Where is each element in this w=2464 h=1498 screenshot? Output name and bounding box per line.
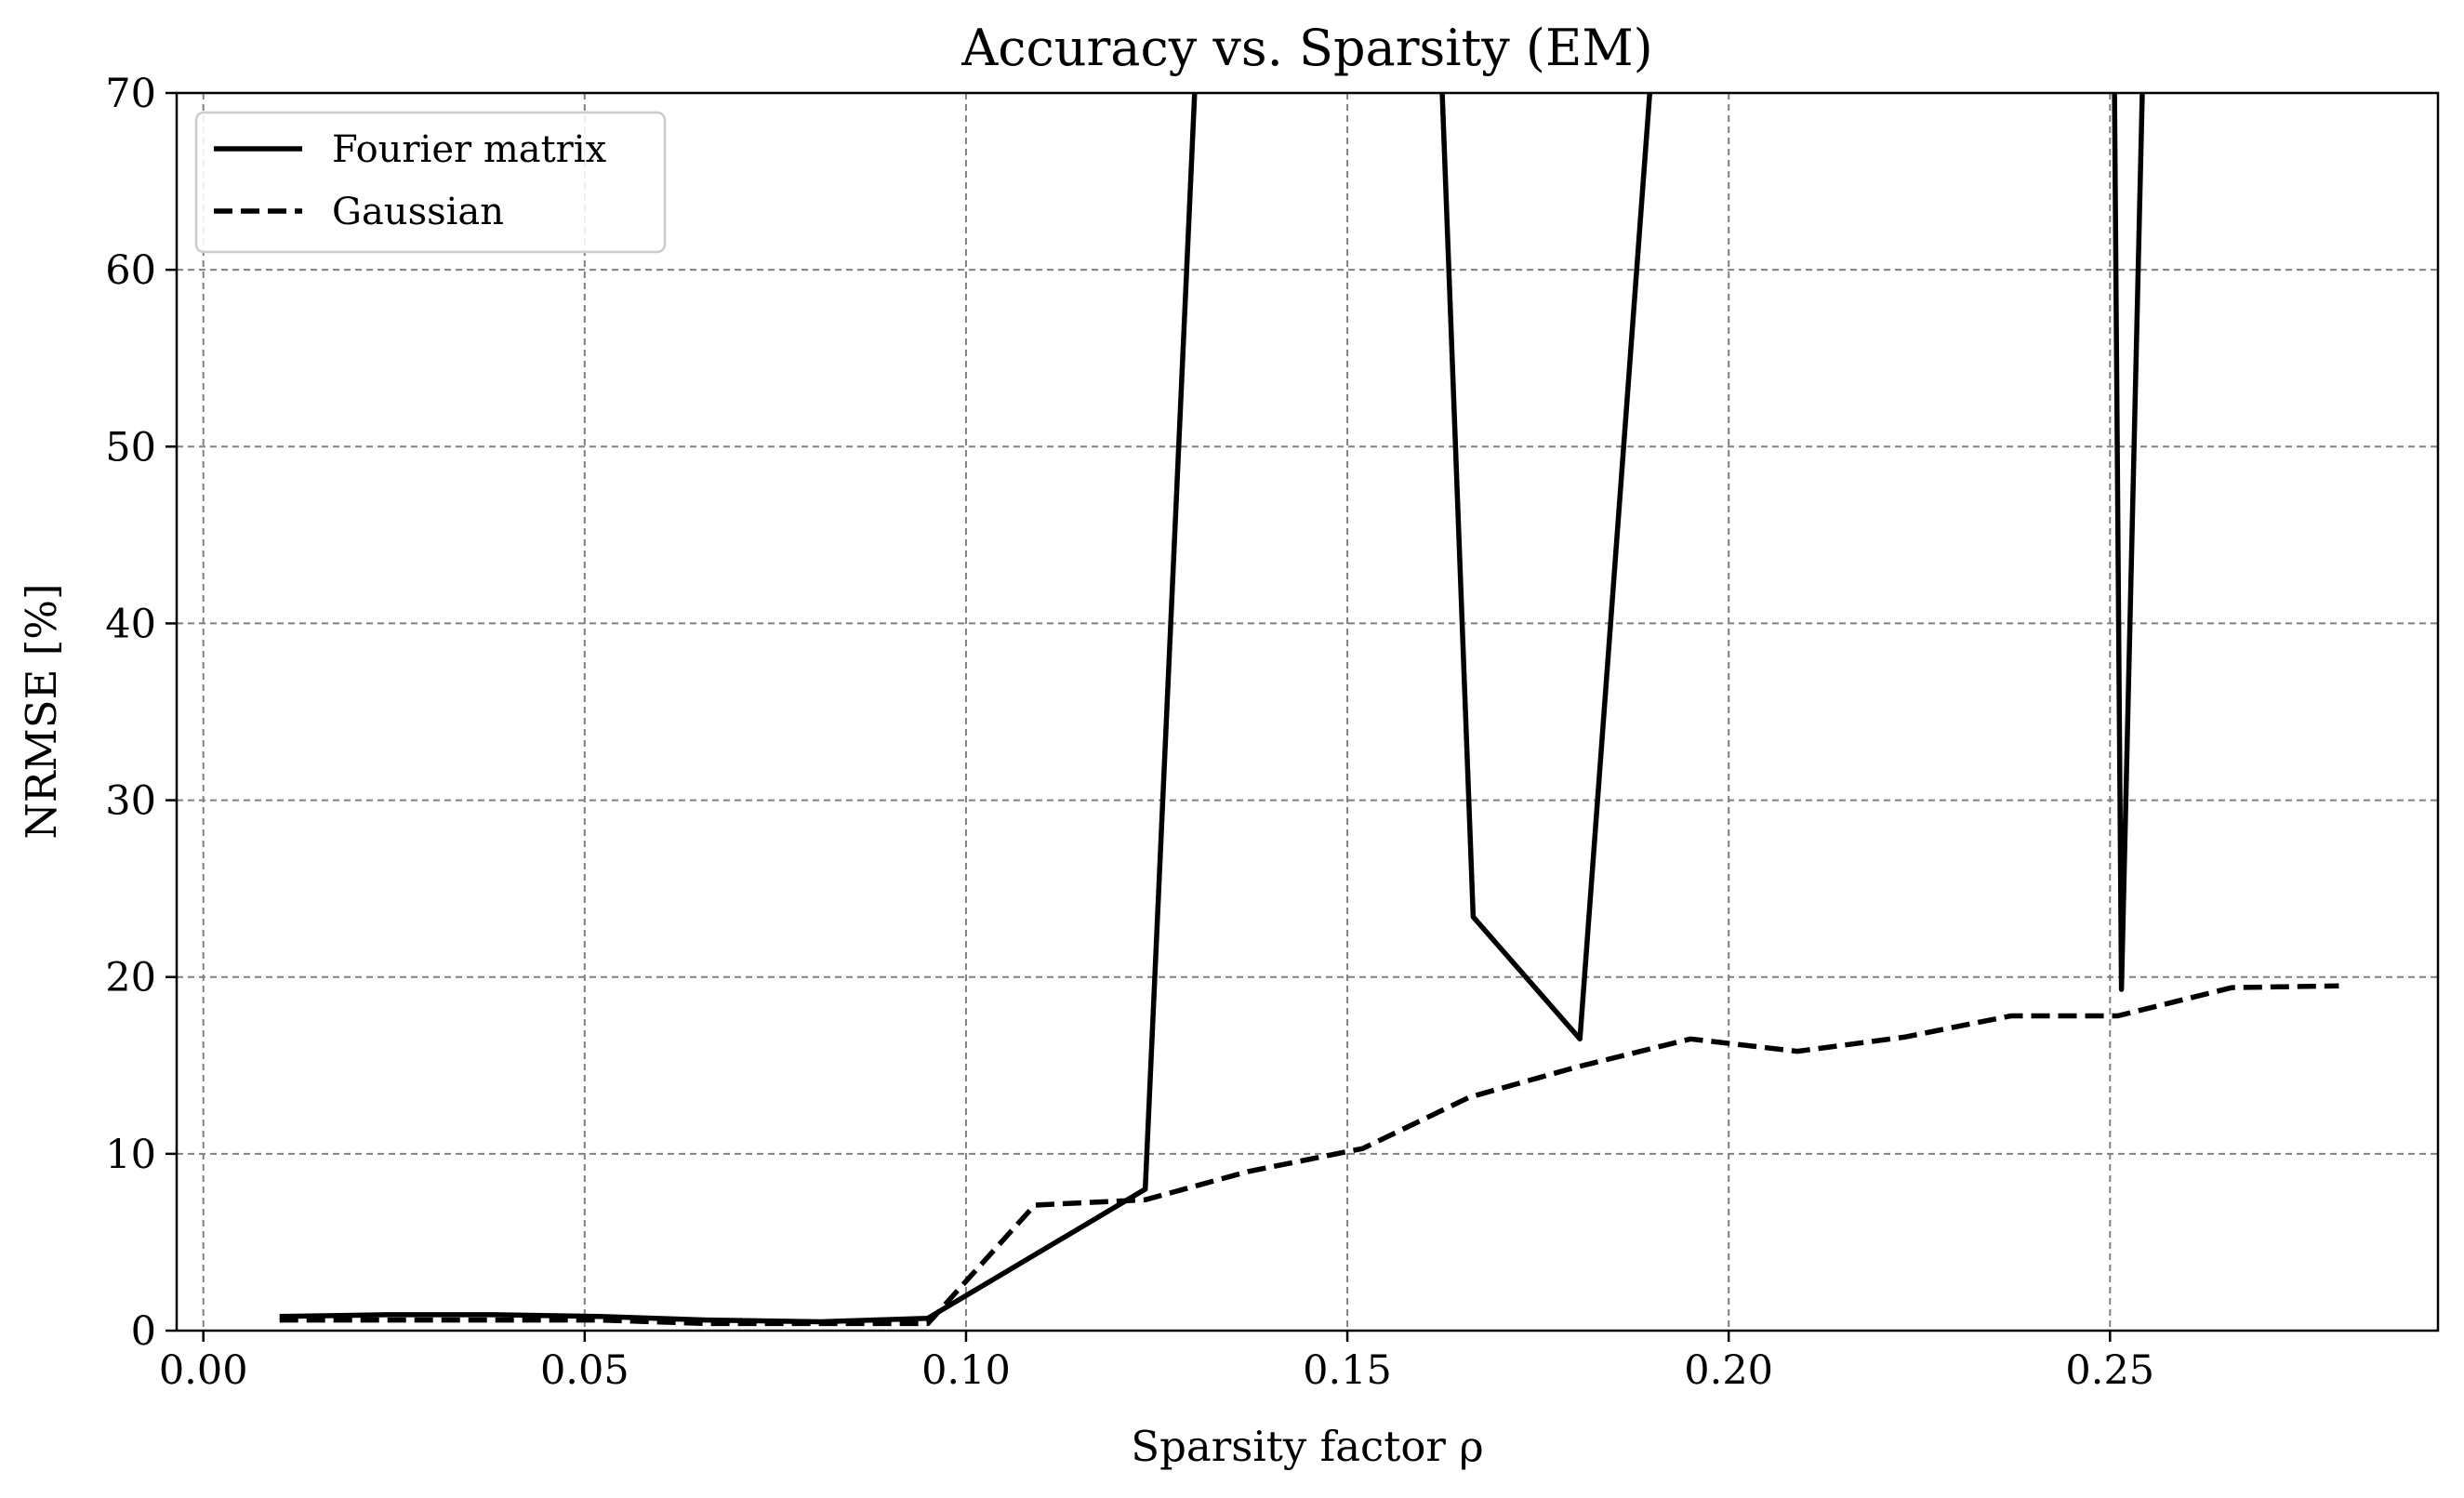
x-tick-label: 0.25 [2065,1347,2154,1394]
series-layer [279,93,2339,1327]
y-axis-label: NRMSE [%] [17,583,66,839]
x-tick-label: 0.20 [1684,1347,1773,1394]
series-line-gaussian [279,983,2339,1327]
y-axis-ticks: 0 10 20 30 40 50 60 70 [105,71,177,1355]
x-tick-label: 0.00 [159,1347,248,1394]
plot-frame [175,91,2440,1332]
y-tick-label: 30 [105,778,156,825]
y-tick-label: 60 [105,247,156,294]
x-tick-label: 0.10 [921,1347,1011,1394]
y-tick-label: 0 [131,1308,156,1355]
series-line-fourier-matrix [279,93,2145,1325]
chart-title: Accuracy vs. Sparsity (EM) [960,19,1653,77]
legend-label-gaussian: Gaussian [332,191,504,233]
y-tick-label: 50 [105,424,156,471]
grid-lines [177,93,2438,1331]
x-axis-label: Sparsity factor ρ [1131,1422,1483,1471]
y-tick-label: 10 [105,1132,156,1178]
x-tick-label: 0.15 [1303,1347,1392,1394]
x-axis-ticks: 0.00 0.05 0.10 0.15 0.20 0.25 [159,1331,2154,1394]
y-tick-label: 40 [105,601,156,647]
legend: Fourier matrix Gaussian [194,111,667,254]
y-tick-label: 20 [105,955,156,1001]
x-tick-label: 0.05 [540,1347,629,1394]
legend-label-fourier-matrix: Fourier matrix [332,128,607,171]
legend-box [194,111,667,254]
y-tick-label: 70 [105,71,156,117]
